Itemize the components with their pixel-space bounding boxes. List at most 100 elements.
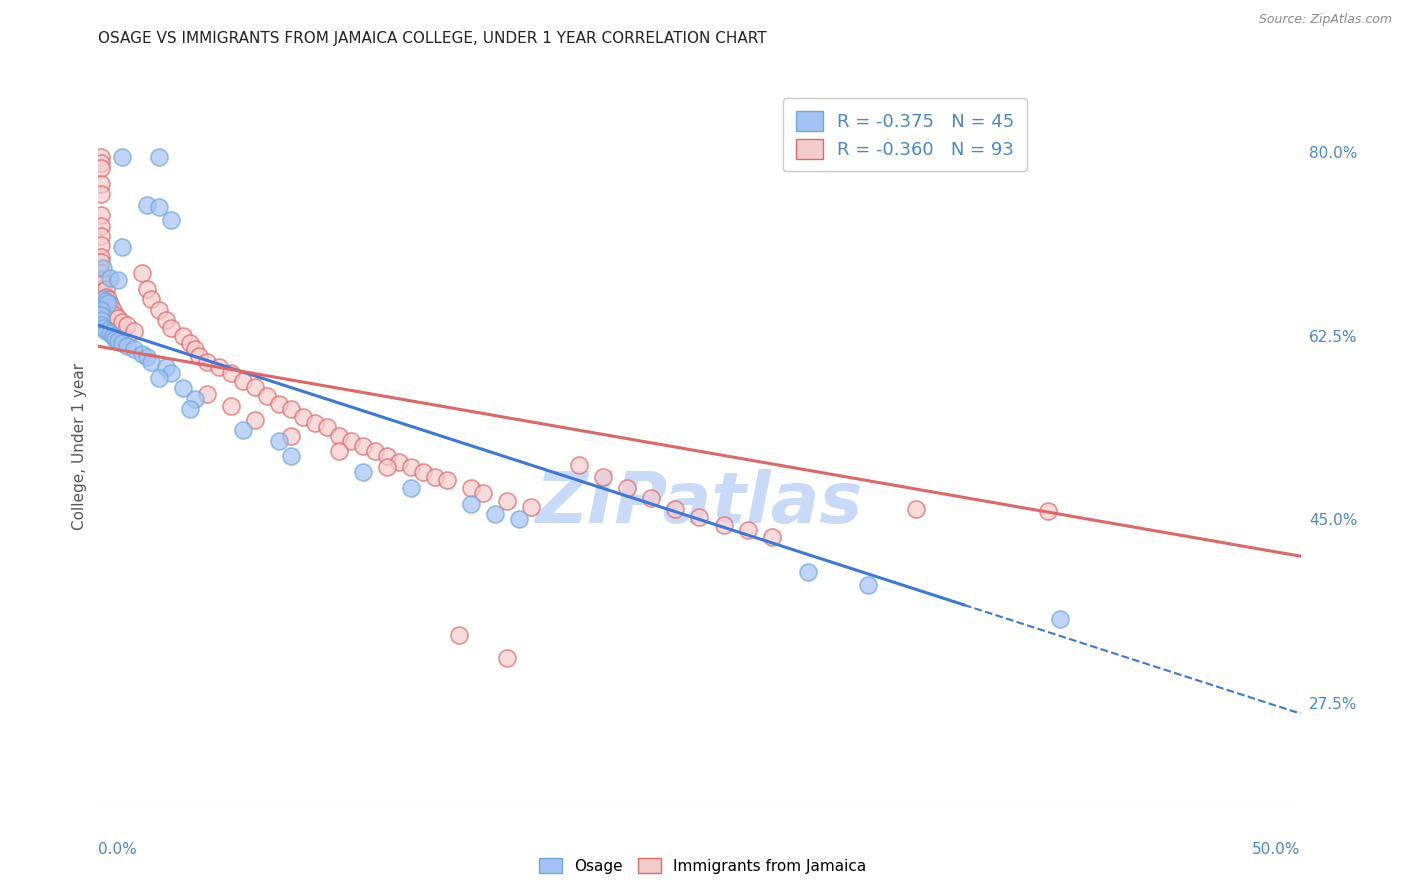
Point	[280, 450, 302, 464]
Point	[107, 273, 129, 287]
Point	[90, 318, 112, 333]
Point	[135, 350, 157, 364]
Point	[568, 458, 591, 472]
Point	[352, 465, 374, 479]
Point	[352, 439, 374, 453]
Point	[195, 355, 218, 369]
Point	[188, 349, 211, 363]
Point	[90, 155, 112, 169]
Point	[219, 399, 242, 413]
Point	[101, 328, 124, 343]
Point	[508, 512, 530, 526]
Point	[315, 420, 337, 434]
Point	[90, 313, 112, 327]
Point	[90, 208, 112, 222]
Point	[141, 292, 163, 306]
Point	[761, 530, 783, 544]
Point	[94, 282, 117, 296]
Point	[94, 324, 117, 338]
Point	[97, 292, 120, 306]
Point	[291, 409, 314, 424]
Point	[111, 315, 134, 329]
Point	[256, 389, 278, 403]
Point	[91, 260, 114, 275]
Point	[100, 271, 122, 285]
Point	[97, 301, 120, 315]
Point	[111, 239, 134, 253]
Point	[100, 297, 122, 311]
Point	[159, 321, 181, 335]
Point	[423, 470, 446, 484]
Point	[124, 324, 146, 338]
Text: OSAGE VS IMMIGRANTS FROM JAMAICA COLLEGE, UNDER 1 YEAR CORRELATION CHART: OSAGE VS IMMIGRANTS FROM JAMAICA COLLEGE…	[98, 31, 768, 46]
Point	[90, 313, 112, 327]
Point	[124, 343, 146, 357]
Point	[328, 428, 350, 442]
Point	[436, 473, 458, 487]
Point	[91, 321, 114, 335]
Point	[159, 213, 181, 227]
Y-axis label: College, Under 1 year: College, Under 1 year	[72, 362, 87, 530]
Point	[101, 302, 124, 317]
Point	[90, 302, 112, 317]
Point	[94, 297, 117, 311]
Point	[232, 374, 254, 388]
Point	[97, 296, 120, 310]
Point	[172, 328, 194, 343]
Point	[713, 517, 735, 532]
Point	[90, 237, 112, 252]
Point	[267, 397, 290, 411]
Point	[148, 200, 170, 214]
Point	[592, 470, 614, 484]
Point	[520, 500, 543, 514]
Point	[135, 282, 157, 296]
Point	[664, 502, 686, 516]
Point	[91, 277, 114, 291]
Point	[104, 308, 127, 322]
Point	[183, 343, 205, 357]
Point	[1036, 504, 1059, 518]
Point	[399, 460, 422, 475]
Point	[856, 577, 879, 591]
Point	[111, 150, 134, 164]
Point	[375, 450, 398, 464]
Point	[90, 266, 112, 280]
Point	[172, 381, 194, 395]
Point	[90, 308, 112, 322]
Point	[117, 339, 139, 353]
Point	[111, 336, 134, 351]
Point	[496, 651, 519, 665]
Point	[90, 219, 112, 233]
Point	[90, 161, 112, 175]
Text: Source: ZipAtlas.com: Source: ZipAtlas.com	[1258, 13, 1392, 27]
Point	[243, 380, 266, 394]
Point	[460, 481, 482, 495]
Point	[141, 355, 163, 369]
Point	[131, 266, 153, 280]
Point	[412, 465, 434, 479]
Text: 0.0%: 0.0%	[98, 842, 138, 857]
Point	[304, 416, 326, 430]
Point	[104, 332, 127, 346]
Text: ZIPatlas: ZIPatlas	[536, 468, 863, 538]
Point	[91, 292, 114, 306]
Point	[135, 197, 157, 211]
Point	[90, 304, 112, 318]
Point	[472, 486, 495, 500]
Point	[183, 392, 205, 406]
Point	[179, 402, 201, 417]
Text: 50.0%: 50.0%	[1253, 842, 1301, 857]
Point	[90, 187, 112, 202]
Point	[100, 326, 122, 340]
Point	[90, 150, 112, 164]
Point	[90, 289, 112, 303]
Legend: R = -0.375   N = 45, R = -0.360   N = 93: R = -0.375 N = 45, R = -0.360 N = 93	[783, 98, 1026, 171]
Point	[159, 366, 181, 380]
Point	[232, 423, 254, 437]
Point	[280, 428, 302, 442]
Point	[340, 434, 363, 448]
Point	[460, 497, 482, 511]
Point	[399, 481, 422, 495]
Point	[90, 255, 112, 269]
Point	[90, 282, 112, 296]
